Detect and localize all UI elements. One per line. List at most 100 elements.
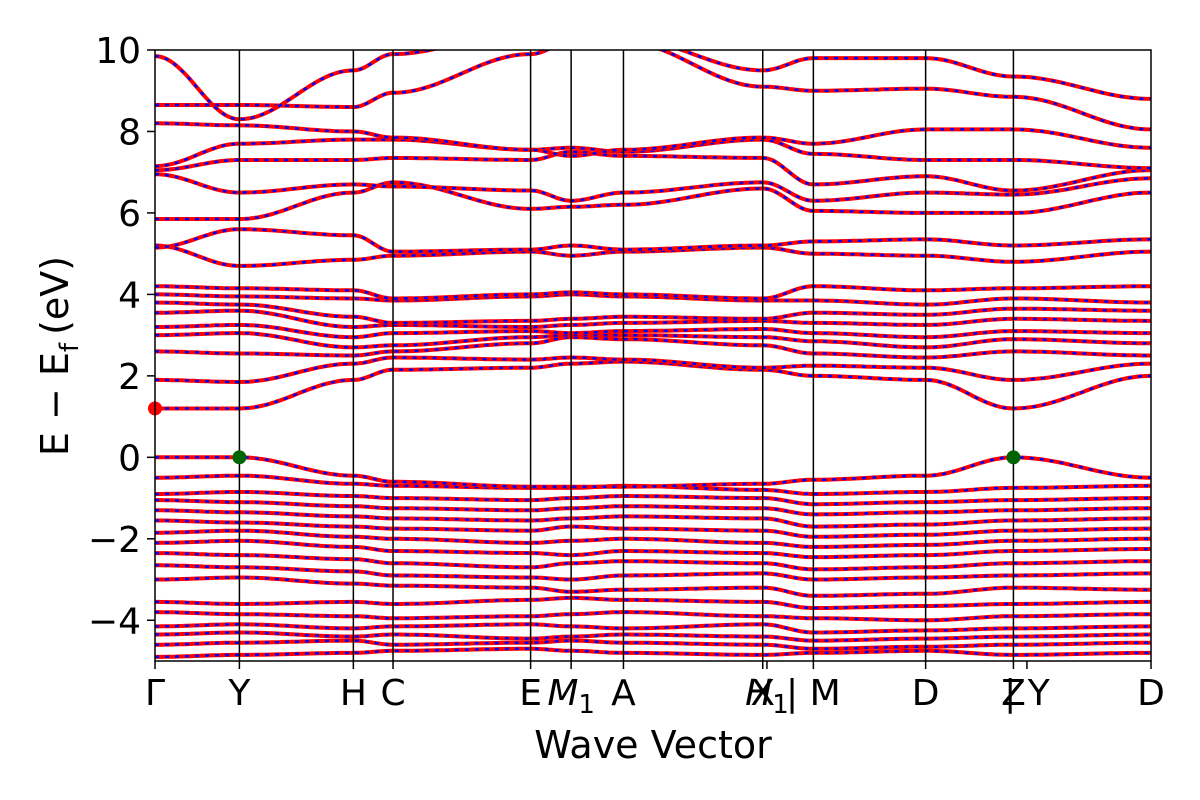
y-axis-ticks: −4 −2 0 2 4 6 8 10 xyxy=(88,31,155,642)
band-0-dashed xyxy=(155,647,1151,659)
x-tick-label-13-main: D xyxy=(1137,673,1165,714)
band-0-solid xyxy=(155,646,1151,659)
band-13-dashed xyxy=(155,498,1151,516)
band-2-dashed xyxy=(155,631,1151,642)
band-8-dashed xyxy=(155,551,1151,571)
band-26-dashed xyxy=(155,244,1151,268)
x-tick-label-8-sub: 1 xyxy=(772,690,789,720)
band-18-dashed xyxy=(155,356,1151,384)
band-14-dashed xyxy=(155,490,1151,506)
y-tick-label-7: 10 xyxy=(95,31,141,72)
band-22-dashed xyxy=(155,309,1151,329)
band-9-solid xyxy=(155,538,1151,560)
x-tick-label-12: | Y xyxy=(1004,673,1051,714)
x-tick-label-8-main: H xyxy=(745,673,772,714)
x-tick-label-5: M1 xyxy=(547,673,595,720)
band-4-dashed xyxy=(155,610,1151,622)
x-tick-label-0: Γ xyxy=(145,673,165,714)
band-3-solid xyxy=(155,622,1151,635)
x-tick-label-3: C xyxy=(380,673,405,714)
x-tick-label-11-main: Z xyxy=(1001,673,1026,714)
band-28-dashed xyxy=(155,181,1151,221)
y-axis-label-sub: f xyxy=(55,342,85,352)
x-tick-label-11: Z xyxy=(1001,673,1026,714)
y-tick-label-3: 2 xyxy=(118,357,141,398)
band-12-dashed xyxy=(155,509,1151,528)
x-tick-label-10-main: D xyxy=(912,673,940,714)
band-14-solid xyxy=(155,490,1151,507)
band-34-solid xyxy=(155,50,1151,122)
x-tick-label-2-main: H xyxy=(340,673,367,714)
x-tick-label-1-main: Y xyxy=(227,673,251,714)
band-5-solid xyxy=(155,595,1151,610)
x-tick-label-4: E xyxy=(519,673,542,714)
y-tick-label-2: 0 xyxy=(118,438,141,479)
x-tick-label-7: X xyxy=(750,673,775,714)
y-tick-label-6: 8 xyxy=(118,112,141,153)
x-tick-label-5-main: M xyxy=(547,673,578,714)
band-edge-markers xyxy=(148,401,1021,465)
band-30-solid xyxy=(155,149,1151,193)
high-symmetry-lines xyxy=(238,50,1015,661)
band-10-dashed xyxy=(155,529,1151,549)
band-16-dashed xyxy=(155,456,1151,488)
band-27-dashed xyxy=(155,227,1151,253)
band-6-solid xyxy=(155,575,1151,598)
x-axis-label: Wave Vector xyxy=(534,723,772,767)
x-tick-label-3-main: C xyxy=(380,673,405,714)
x-tick-label-4-main: E xyxy=(519,673,542,714)
x-tick-label-6-main: A xyxy=(611,673,636,714)
band-19-dashed xyxy=(155,335,1151,359)
y-tick-label-0: −4 xyxy=(88,601,141,642)
x-tick-label-9-main: | M xyxy=(786,673,841,714)
band-7-solid xyxy=(155,563,1151,582)
y-axis-label: E − Ef (eV) xyxy=(33,256,85,456)
band-5-dashed xyxy=(155,596,1151,610)
band-13-solid xyxy=(155,498,1151,517)
plot-frame xyxy=(154,49,1152,662)
band-25-dashed xyxy=(155,285,1151,300)
vbm-marker-0 xyxy=(232,450,247,465)
x-tick-label-2: H xyxy=(340,673,367,714)
x-tick-label-1: Y xyxy=(227,673,251,714)
y-tick-label-5: 6 xyxy=(118,194,141,235)
x-tick-label-12-main: | Y xyxy=(1004,673,1051,714)
x-tick-label-9: | M xyxy=(786,673,841,714)
band-6-dashed xyxy=(155,576,1151,598)
band-33-solid xyxy=(155,50,1151,132)
band-30-dashed xyxy=(155,150,1151,192)
band-33-dashed xyxy=(155,50,1151,131)
vbm-marker-1 xyxy=(1006,450,1021,465)
band-2-solid xyxy=(155,630,1151,643)
band-31-solid xyxy=(155,137,1151,171)
x-tick-label-7-main: X xyxy=(750,673,775,714)
x-tick-label-8: H1 xyxy=(745,673,789,720)
y-tick-label-1: −2 xyxy=(88,520,141,561)
y-axis-label-main: E − E xyxy=(33,352,77,456)
x-tick-label-10: D xyxy=(912,673,940,714)
band-4-solid xyxy=(155,610,1151,623)
x-tick-label-0-main: Γ xyxy=(145,673,165,714)
band-32-dashed xyxy=(155,122,1151,158)
x-tick-label-6: A xyxy=(611,673,636,714)
band-17-dashed xyxy=(155,360,1151,410)
y-axis-label-unit: (eV) xyxy=(33,256,77,335)
band-7-dashed xyxy=(155,564,1151,581)
band-1-solid xyxy=(155,638,1151,651)
band-31-dashed xyxy=(155,138,1151,170)
band-17-solid xyxy=(155,359,1151,411)
band-11-dashed xyxy=(155,519,1151,539)
band-29-dashed xyxy=(155,172,1151,202)
band-1-dashed xyxy=(155,639,1151,651)
band-23-dashed xyxy=(155,301,1151,325)
x-tick-label-5-sub: 1 xyxy=(578,690,595,720)
band-20-dashed xyxy=(155,331,1151,349)
x-tick-label-13: D xyxy=(1137,673,1165,714)
band-21-dashed xyxy=(155,323,1151,339)
band-lines xyxy=(155,50,1151,659)
band-9-dashed xyxy=(155,539,1151,559)
band-8-solid xyxy=(155,551,1151,572)
band-3-dashed xyxy=(155,623,1151,634)
